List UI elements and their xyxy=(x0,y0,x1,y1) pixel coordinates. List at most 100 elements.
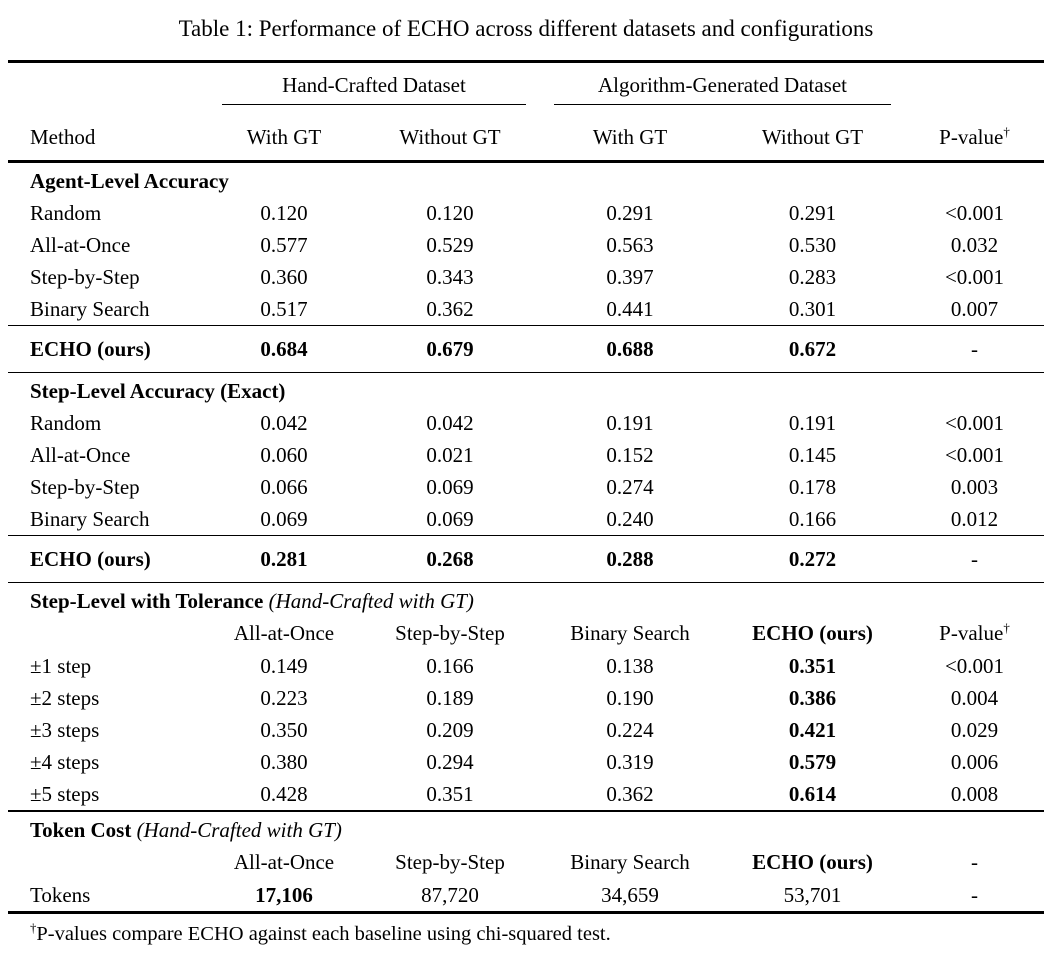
value-cell: 0.166 xyxy=(788,506,837,531)
column-header-method: Method xyxy=(8,115,208,163)
value-cell: 0.350 xyxy=(260,717,308,742)
sub-column-header: Step-by-Step xyxy=(395,850,505,874)
method-cell: Tokens xyxy=(30,882,91,907)
sub-column-header-pvalue: P-value† xyxy=(905,617,1044,650)
sub-column-header-row: All-at-Once Step-by-Step Binary Search E… xyxy=(8,617,1044,650)
method-cell: Binary Search xyxy=(30,506,150,531)
method-cell: ±2 steps xyxy=(30,685,100,710)
value-cell: 0.042 xyxy=(426,410,474,435)
value-cell: 0.224 xyxy=(606,717,654,742)
method-cell: Step-by-Step xyxy=(30,264,140,289)
column-header-without-gt-ag: Without GT xyxy=(720,115,906,163)
spacer-cell xyxy=(8,62,208,116)
value-cell: 0.272 xyxy=(720,535,906,583)
value-cell: 0.530 xyxy=(788,232,837,257)
method-cell: Random xyxy=(30,410,102,435)
spacer-cell xyxy=(8,617,208,650)
section-header-token-cost: Token Cost (Hand-Crafted with GT) xyxy=(8,810,1045,846)
spacer-cell xyxy=(905,62,1044,116)
pvalue-cell: 0.007 xyxy=(950,296,999,321)
value-cell: 0.274 xyxy=(606,474,654,499)
sub-column-header-echo: ECHO (ours) xyxy=(752,621,873,645)
group-header-hand-crafted: Hand-Crafted Dataset xyxy=(208,62,540,116)
value-cell: 0.672 xyxy=(720,325,906,373)
section-header-tolerance: Step-Level with Tolerance (Hand-Crafted … xyxy=(8,583,1044,618)
section-note: (Hand-Crafted with GT) xyxy=(268,589,474,613)
section-title: Agent-Level Accuracy xyxy=(30,169,229,193)
pvalue-cell: 0.004 xyxy=(950,685,999,710)
value-cell: 34,659 xyxy=(601,882,659,907)
value-cell: 0.288 xyxy=(540,535,721,583)
value-cell-echo: 0.351 xyxy=(788,653,837,678)
table-row: Step-by-Step 0.360 0.343 0.397 0.283 <0.… xyxy=(8,261,1044,293)
value-cell: 0.684 xyxy=(208,325,360,373)
pvalue-cell: <0.001 xyxy=(944,653,1005,678)
value-cell: 0.191 xyxy=(788,410,837,435)
value-cell: 0.362 xyxy=(426,296,474,321)
sub-column-header: Binary Search xyxy=(570,850,690,874)
value-cell: 0.343 xyxy=(426,264,474,289)
section-note: (Hand-Crafted with GT) xyxy=(136,818,342,842)
group-label: Algorithm-Generated Dataset xyxy=(598,73,848,97)
sub-column-header: All-at-Once xyxy=(233,850,335,874)
value-cell: 0.294 xyxy=(426,749,474,774)
method-cell: ECHO (ours) xyxy=(8,325,208,373)
dagger-icon: † xyxy=(1003,620,1010,635)
value-cell: 0.441 xyxy=(606,296,654,321)
value-cell: 0.428 xyxy=(260,781,308,806)
table-row: All-at-Once 0.577 0.529 0.563 0.530 0.03… xyxy=(8,229,1044,261)
value-cell-echo: 0.614 xyxy=(788,781,837,806)
section-header-agent-level: Agent-Level Accuracy xyxy=(8,162,1044,198)
echo-result-row: ECHO (ours) 0.684 0.679 0.688 0.672 - xyxy=(8,325,1045,373)
value-cell-echo: 0.421 xyxy=(788,717,837,742)
value-cell: 0.042 xyxy=(260,410,308,435)
section-title: Step-Level with Tolerance xyxy=(30,589,264,613)
value-cell: 0.190 xyxy=(606,685,654,710)
value-cell: 0.240 xyxy=(606,506,654,531)
value-cell: 0.069 xyxy=(426,474,474,499)
section-title-cell: Step-Level with Tolerance (Hand-Crafted … xyxy=(8,583,1044,618)
table-row: ±5 steps 0.428 0.351 0.362 0.614 0.008 xyxy=(8,778,1044,811)
table-row: Binary Search 0.517 0.362 0.441 0.301 0.… xyxy=(8,293,1044,326)
table-row: ±3 steps 0.350 0.209 0.224 0.421 0.029 xyxy=(8,714,1044,746)
sub-column-header-row: All-at-Once Step-by-Step Binary Search E… xyxy=(8,846,1044,879)
value-cell: 0.291 xyxy=(606,200,654,225)
method-cell: ±5 steps xyxy=(30,781,100,806)
value-cell: 0.166 xyxy=(426,653,474,678)
dagger-icon: † xyxy=(1003,124,1010,139)
value-cell: 0.120 xyxy=(260,200,308,225)
group-underline: Hand-Crafted Dataset xyxy=(222,72,527,105)
value-cell: 0.069 xyxy=(426,506,474,531)
dash-label: - xyxy=(971,850,979,874)
table-row: Binary Search 0.069 0.069 0.240 0.166 0.… xyxy=(8,503,1044,536)
pvalue-cell: 0.012 xyxy=(950,506,999,531)
value-cell: 0.679 xyxy=(360,325,541,373)
value-cell: 0.209 xyxy=(426,717,474,742)
value-cell: 0.021 xyxy=(426,442,474,467)
pvalue-cell: 0.008 xyxy=(950,781,999,806)
section-title-cell: Token Cost (Hand-Crafted with GT) xyxy=(8,810,1045,846)
value-cell: 0.189 xyxy=(426,685,474,710)
pvalue-cell: 0.032 xyxy=(950,232,999,257)
value-cell-echo: 0.386 xyxy=(788,685,837,710)
method-cell: Step-by-Step xyxy=(30,474,140,499)
value-cell: 0.268 xyxy=(360,535,541,583)
value-cell: 0.178 xyxy=(788,474,837,499)
value-cell: 0.069 xyxy=(260,506,308,531)
value-cell: 0.191 xyxy=(606,410,654,435)
pvalue-label: P-value xyxy=(939,125,1004,149)
table-row-tokens: Tokens 17,106 87,720 34,659 53,701 - xyxy=(8,879,1044,913)
group-label: Hand-Crafted Dataset xyxy=(282,73,466,97)
value-cell: 0.380 xyxy=(260,749,308,774)
group-header-row: Hand-Crafted Dataset Algorithm-Generated… xyxy=(8,62,1044,116)
pvalue-cell: 0.029 xyxy=(950,717,999,742)
pvalue-cell: <0.001 xyxy=(944,410,1005,435)
pvalue-cell: <0.001 xyxy=(944,264,1005,289)
table-row: ±1 step 0.149 0.166 0.138 0.351 <0.001 xyxy=(8,650,1044,682)
value-cell: 0.283 xyxy=(788,264,837,289)
pvalue-cell: - xyxy=(905,325,1045,373)
value-cell: 0.145 xyxy=(788,442,837,467)
footnote-text: P-values compare ECHO against each basel… xyxy=(36,923,611,945)
spacer-cell xyxy=(8,846,208,879)
